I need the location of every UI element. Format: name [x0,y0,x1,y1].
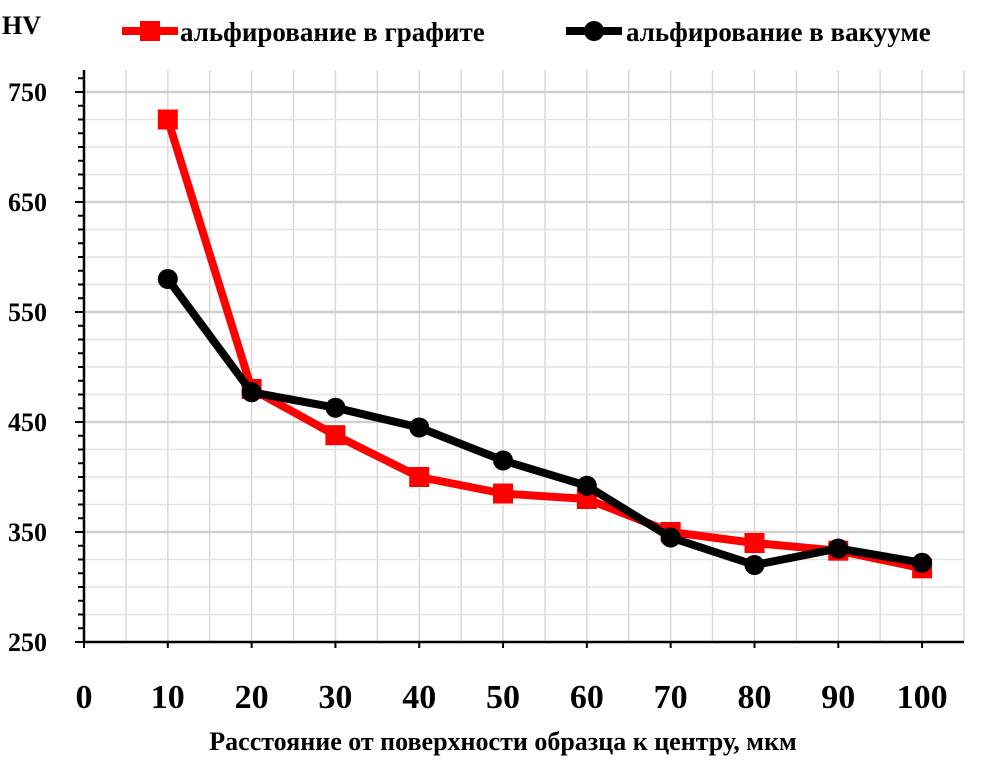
y-tick-label: 250 [8,628,47,657]
x-tick-label: 40 [402,679,436,716]
series-2-point [744,555,765,575]
series-2-point [241,382,262,403]
x-tick-label: 70 [654,679,688,716]
legend-label: альфирование в вакууме [626,17,931,47]
grid-layer [84,70,965,642]
series-1-point [493,483,514,504]
y-tick-label: 650 [8,188,47,217]
legend: альфирование в графите альфирование в вак… [122,17,931,47]
series-2-point [157,269,178,289]
series-2-point [912,552,933,573]
legend-marker-square [140,21,160,41]
x-tick-label: 30 [318,679,352,716]
x-tick-label: 80 [737,679,771,716]
x-axis-label: Расстояние от поверхности образца к цент… [209,727,796,756]
series-1-point [325,425,346,446]
legend-marker-circle [584,21,604,41]
series-2-point [493,450,514,471]
series-2-point [828,538,849,559]
axis-layer: 250 350 450 550 650 750 0 10 20 30 40 50 60 70 80 90 100 [8,70,964,716]
series-line-1 [163,118,923,573]
legend-label: альфирование в графите [180,17,485,47]
x-tick-label: 20 [235,679,269,716]
series-line-2 [164,276,923,569]
x-tick-label: 60 [570,679,604,716]
x-tick-label: 90 [821,679,855,716]
y-axis-label: HV [2,11,41,40]
series-2-point [576,475,597,496]
y-tick-label: 750 [8,78,47,107]
series-1-point [157,109,178,130]
x-tick-label: 100 [897,679,948,716]
x-tick-label: 10 [151,679,185,716]
series-1-point [744,533,765,553]
y-tick-label: 450 [8,408,47,437]
x-tick-label: 0 [76,679,93,716]
y-tick-label: 350 [8,518,47,547]
series-2-point [325,397,346,418]
x-tick-label: 50 [486,679,520,716]
series-2-point [660,527,681,548]
series-1-point [409,467,430,487]
y-tick-label: 550 [8,298,47,327]
series-layer [157,109,933,579]
series-2-point [409,417,430,438]
